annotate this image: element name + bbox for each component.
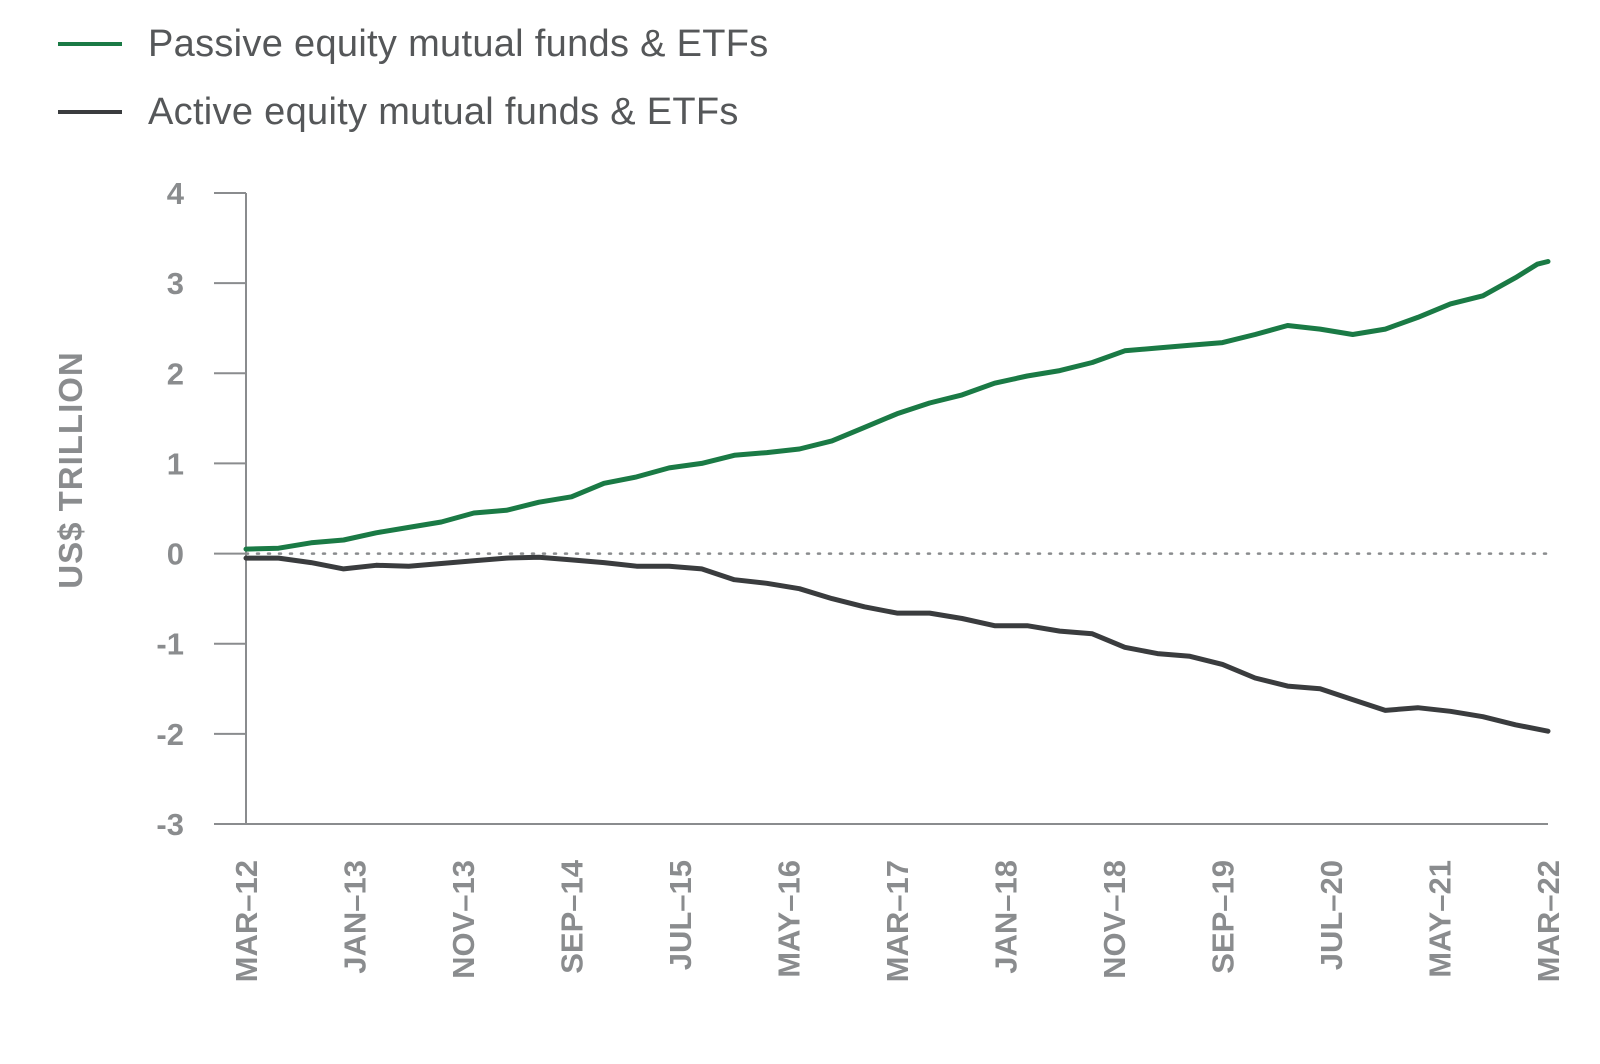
legend-item-active[interactable]: Active equity mutual funds & ETFs [58,78,769,146]
x-tick-label: JUL–20 [1314,860,1349,970]
x-tick-label: MAR–17 [880,860,915,982]
y-tick-label: 1 [167,446,184,481]
legend-label-passive: Passive equity mutual funds & ETFs [148,22,769,65]
legend-swatch-active [58,110,122,114]
y-tick-label: 0 [167,537,184,572]
y-axis-title: US$ TRILLION [52,351,89,589]
x-tick-label: NOV–13 [446,860,481,979]
x-tick-label: MAY–16 [772,860,807,978]
x-tick-label: NOV–18 [1097,860,1132,979]
series-line-passive [243,259,1551,552]
y-tick-label: -3 [156,807,184,842]
legend-item-passive[interactable]: Passive equity mutual funds & ETFs [58,10,769,78]
y-tick-label: -1 [156,627,184,662]
y-tick-label: 2 [167,356,184,391]
x-tick-label: MAR–12 [229,860,264,982]
y-tick-label: 4 [167,176,185,211]
legend-swatch-passive [58,42,122,46]
x-tick-label: SEP–14 [555,859,590,974]
x-tick-label: MAY–21 [1423,860,1458,978]
x-tick-label: SEP–19 [1206,860,1241,974]
series-lines [243,259,1551,734]
series-line-active [243,554,1551,734]
y-tick-label: -2 [156,717,184,752]
x-axis: MAR–12 JAN–13 NOV–13 SEP–14 JUL–15 MAY–16 MAR–… [229,823,1566,982]
x-tick-label: JAN–18 [989,860,1024,974]
legend-label-active: Active equity mutual funds & ETFs [148,90,739,133]
y-axis: 4 3 2 1 0 -1 -2 -3 [156,176,247,842]
legend: Passive equity mutual funds & ETFs Activ… [58,10,769,146]
x-tick-label: JAN–13 [338,860,373,974]
y-tick-label: 3 [167,266,184,301]
x-tick-label: JUL–15 [663,860,698,970]
x-tick-label: MAR–22 [1531,860,1566,982]
